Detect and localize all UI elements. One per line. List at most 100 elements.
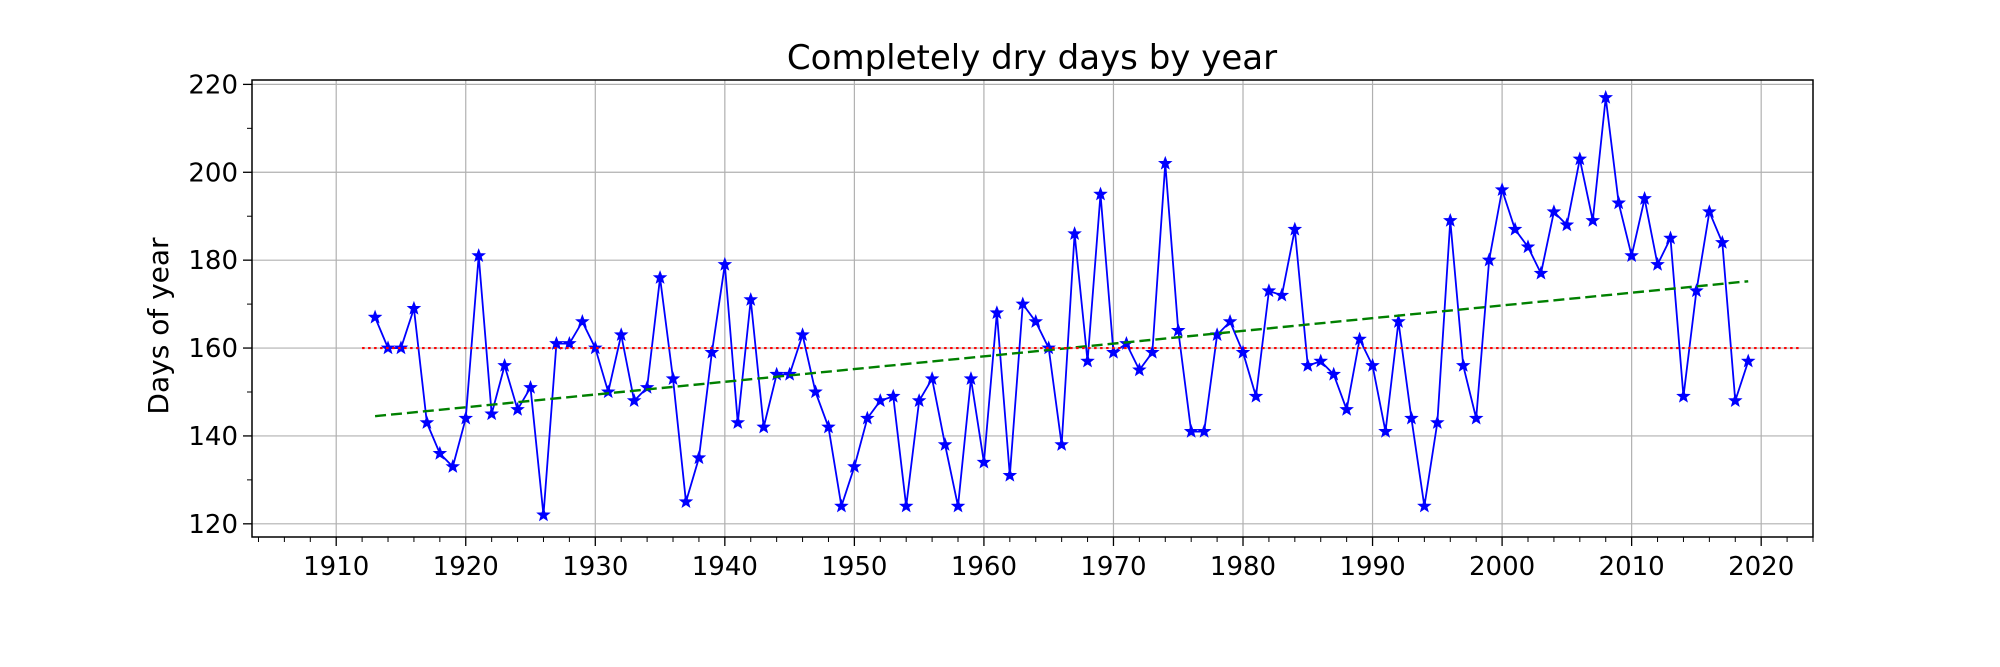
data-point-marker xyxy=(743,292,759,306)
data-point-marker xyxy=(898,498,914,513)
data-point-marker xyxy=(1313,353,1329,368)
data-point-marker xyxy=(717,256,733,271)
plot-series xyxy=(362,89,1801,522)
data-point-marker xyxy=(1404,410,1419,425)
data-point-marker xyxy=(1572,151,1588,166)
data-point-marker xyxy=(575,314,590,328)
x-tick-label: 1940 xyxy=(692,552,758,582)
data-point-marker xyxy=(600,384,616,399)
data-point-marker xyxy=(885,388,901,403)
x-tick-label: 1950 xyxy=(821,552,887,582)
data-point-marker xyxy=(510,401,525,416)
data-point-marker xyxy=(756,419,771,434)
data-point-marker xyxy=(860,410,875,425)
data-point-marker xyxy=(1248,388,1264,403)
data-point-marker xyxy=(523,379,538,394)
data-point-marker xyxy=(588,340,603,355)
data-point-marker xyxy=(782,366,797,381)
data-point-marker xyxy=(406,300,422,315)
data-point-marker xyxy=(613,327,629,342)
data-point-marker xyxy=(1261,283,1277,298)
data-point-marker xyxy=(1391,314,1406,328)
data-point-marker xyxy=(1585,212,1601,227)
data-point-marker xyxy=(1559,217,1575,232)
data-point-marker xyxy=(1663,230,1678,245)
trend-line xyxy=(374,280,1749,418)
x-tick-label: 2000 xyxy=(1469,552,1535,582)
data-point-marker xyxy=(730,415,746,429)
data-point-marker xyxy=(1222,314,1238,328)
data-point-marker xyxy=(1676,388,1691,403)
data-point-marker xyxy=(1170,322,1186,337)
data-point-marker xyxy=(1598,89,1613,104)
data-point-marker xyxy=(950,498,966,513)
data-point-marker xyxy=(963,371,979,385)
data-point-marker xyxy=(665,371,681,385)
plot-frame xyxy=(251,79,1814,538)
data-point-marker xyxy=(626,393,642,407)
data-point-marker xyxy=(1339,401,1354,416)
data-point-marker xyxy=(1443,212,1458,227)
data-point-marker xyxy=(471,248,486,262)
data-point-marker xyxy=(924,371,940,385)
data-point-marker xyxy=(1378,423,1393,438)
data-point-marker xyxy=(1196,423,1212,438)
data-point-marker xyxy=(536,507,551,522)
data-point-marker xyxy=(1702,204,1717,219)
x-tick-label: 1990 xyxy=(1339,552,1405,582)
data-point-marker xyxy=(497,357,512,372)
data-point-marker xyxy=(1650,256,1665,271)
data-point-marker xyxy=(1093,186,1108,201)
data-point-marker xyxy=(652,270,668,284)
data-point-marker xyxy=(1287,221,1303,236)
data-point-marker xyxy=(1494,182,1510,197)
data-point-marker xyxy=(678,494,694,509)
data-point-marker xyxy=(1637,190,1652,205)
data-point-marker xyxy=(445,459,461,473)
x-tick-label: 1980 xyxy=(1210,552,1276,582)
data-point-marker xyxy=(1002,467,1018,482)
x-tick-label: 1970 xyxy=(1080,552,1146,582)
data-point-marker xyxy=(1689,283,1704,298)
data-point-marker xyxy=(976,454,992,469)
data-point-marker xyxy=(1274,287,1290,302)
data-point-marker xyxy=(1183,423,1199,438)
data-point-marker xyxy=(1430,415,1445,429)
data-point-marker xyxy=(1468,410,1484,425)
data-point-marker xyxy=(1067,226,1082,240)
data-point-marker xyxy=(1235,344,1251,359)
data-point-marker xyxy=(1326,366,1341,381)
data-point-marker xyxy=(795,327,810,342)
data-point-marker xyxy=(1520,239,1536,254)
x-tick-label: 1930 xyxy=(562,552,628,582)
data-point-marker xyxy=(1352,331,1367,346)
x-tick-label: 1960 xyxy=(951,552,1017,582)
x-tick-label: 1920 xyxy=(433,552,499,582)
data-point-marker xyxy=(484,406,499,421)
data-point-marker xyxy=(847,459,862,473)
data-point-marker xyxy=(691,450,707,465)
data-point-marker xyxy=(1624,248,1639,262)
data-point-marker xyxy=(937,437,953,451)
data-point-marker xyxy=(1132,362,1147,377)
y-axis-title: Days of year xyxy=(142,237,175,415)
data-point-marker xyxy=(704,344,720,359)
axis-ticks: 1910 1920 1930 1940 1950 1960 1970 1980 1990 2000… xyxy=(188,70,1814,582)
data-point-marker xyxy=(1028,314,1044,328)
data-point-marker xyxy=(1106,344,1121,359)
data-point-marker xyxy=(1300,357,1316,372)
data-point-marker xyxy=(1481,252,1497,267)
data-point-marker xyxy=(989,305,1005,320)
x-tick-label: 2020 xyxy=(1728,552,1794,582)
data-point-marker xyxy=(1728,393,1743,407)
data-point-marker xyxy=(1158,155,1173,170)
data-point-marker xyxy=(367,309,383,324)
data-point-marker xyxy=(873,393,888,407)
data-point-marker xyxy=(1546,204,1562,219)
data-point-marker xyxy=(821,419,836,434)
grid-lines xyxy=(252,80,1813,537)
data-point-marker xyxy=(834,498,849,513)
data-point-marker xyxy=(1507,221,1523,236)
data-point-marker xyxy=(1145,344,1160,359)
